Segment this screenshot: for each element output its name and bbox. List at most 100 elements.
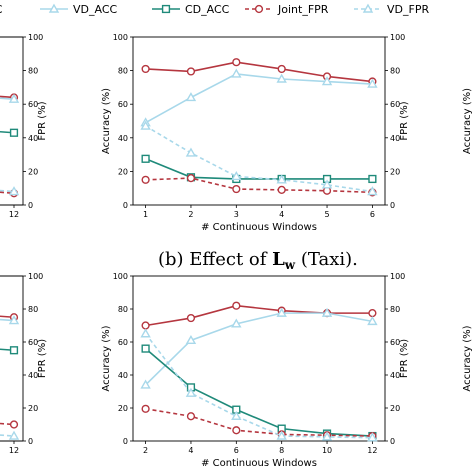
series-line-joint-fpr xyxy=(0,191,15,195)
legend-label: CD_ACC xyxy=(185,3,230,16)
y2-tick-label: 80 xyxy=(28,305,38,314)
y2-axis-label: FPR (%) xyxy=(37,339,48,378)
y-tick-label: 20 xyxy=(118,404,128,413)
data-point-joint-acc xyxy=(186,67,196,76)
y-tick-label: 40 xyxy=(118,134,128,143)
data-point-joint-fpr xyxy=(277,185,286,194)
data-point-joint-fpr xyxy=(186,174,196,183)
data-point-vd-fpr xyxy=(321,431,333,441)
y2-tick-label: 60 xyxy=(28,100,38,109)
data-point-vd-acc xyxy=(231,318,242,328)
legend-marker xyxy=(362,3,374,13)
y2-tick-label: 20 xyxy=(28,167,38,176)
y-tick-label: 80 xyxy=(118,305,128,314)
data-point-vd-fpr xyxy=(367,432,378,442)
y-tick-label: 100 xyxy=(113,33,128,42)
legend-label: VD_ACC xyxy=(73,3,118,16)
data-point-vd-acc xyxy=(8,315,20,325)
y2-axis-label: FPR (%) xyxy=(399,101,410,140)
legend-item-joint-acc: nt_ACC xyxy=(0,3,3,16)
data-point-vd-acc xyxy=(321,76,333,86)
series-line-vd-acc xyxy=(145,312,373,386)
series-line-vd-fpr xyxy=(0,189,15,193)
chart-panel-second: 0 0 20 20 40 40 60 60 80 80 100 100 2 4 6 8 10 12 # Contin… xyxy=(101,272,410,469)
data-point-joint-fpr xyxy=(232,426,241,435)
x-tick-label: 12 xyxy=(367,446,377,455)
series-line-joint-fpr xyxy=(145,408,373,437)
data-point-vd-acc xyxy=(321,307,333,317)
data-point-vd-fpr xyxy=(367,186,378,196)
data-point-joint-fpr xyxy=(232,184,241,194)
x-tick-label: 5 xyxy=(324,210,329,219)
legend-label: VD_FPR xyxy=(387,3,429,16)
y2-axis-label: FPR (%) xyxy=(399,339,410,378)
data-point-vd-fpr xyxy=(276,174,287,184)
y-axis-label: Accuracy (%) xyxy=(462,88,473,154)
data-point-vd-acc xyxy=(185,334,197,345)
y2-tick-label: 20 xyxy=(28,404,38,413)
x-tick-label: 2 xyxy=(188,210,193,219)
y2-tick-label: 0 xyxy=(390,437,395,446)
y2-tick-label: 60 xyxy=(390,100,400,109)
y2-tick-label: 80 xyxy=(28,67,38,76)
data-point-vd-acc xyxy=(8,93,20,103)
y-tick-label: 80 xyxy=(118,67,128,76)
y2-axis-label: FPR (%) xyxy=(37,101,48,140)
series-line-joint-acc xyxy=(145,304,373,327)
partial-panel-right-1: Accuracy (%) xyxy=(462,325,473,391)
series-line-cd-acc xyxy=(145,158,373,180)
data-point-joint-acc xyxy=(368,309,377,318)
data-point-vd-fpr xyxy=(276,430,287,440)
legend-item-vd-fpr: VD_FPR xyxy=(354,3,429,16)
data-point-joint-acc xyxy=(186,313,196,323)
x-tick-label: 8 xyxy=(279,446,284,455)
plot-frame xyxy=(132,275,386,442)
x-tick-label: 6 xyxy=(234,446,239,455)
x-tick-label: 4 xyxy=(279,210,284,219)
partial-panel-left-bottom: 0 20 40 60 80 100 12 FPR (%) xyxy=(0,272,48,455)
caption-text: (b) Effect of Lw (Taxi). xyxy=(158,249,358,272)
data-point-cd-acc xyxy=(9,346,19,355)
data-point-joint-acc xyxy=(277,64,286,74)
x-tick-label: 1 xyxy=(143,210,148,219)
y2-tick-label: 100 xyxy=(28,272,43,281)
partial-panel-right-0: Accuracy (%) xyxy=(462,88,473,154)
data-point-joint-fpr xyxy=(141,175,150,184)
data-point-vd-acc xyxy=(185,92,197,102)
x-tick-label: 12 xyxy=(9,446,19,455)
data-point-vd-acc xyxy=(276,73,287,83)
legend-label: nt_ACC xyxy=(0,3,3,16)
data-point-joint-acc xyxy=(141,64,150,74)
data-point-cd-acc xyxy=(9,128,19,137)
data-point-vd-fpr xyxy=(185,147,197,157)
data-point-vd-fpr xyxy=(8,186,20,196)
y-tick-label: 20 xyxy=(118,167,128,176)
data-point-vd-fpr xyxy=(140,120,151,130)
y-tick-label: 40 xyxy=(118,371,128,380)
y2-tick-label: 40 xyxy=(28,371,38,380)
data-point-joint-fpr xyxy=(141,404,150,413)
legend: nt_ACC VD_ACC CD_ACC Joint_FPR VD_FPR xyxy=(0,3,429,16)
y2-tick-label: 100 xyxy=(390,33,405,42)
data-point-joint-fpr xyxy=(9,420,19,429)
series-line-joint-fpr xyxy=(0,422,15,426)
y2-tick-label: 0 xyxy=(28,437,33,446)
data-point-joint-fpr xyxy=(186,412,196,421)
data-point-cd-acc xyxy=(141,344,150,353)
series-line-vd-fpr xyxy=(144,333,373,439)
chart-panel-taxi: 0 0 20 20 40 40 60 60 80 80 100 100 1 2 3 4 5 6 # Continuo… xyxy=(101,33,410,233)
y-tick-label: 60 xyxy=(118,338,128,347)
data-point-vd-acc xyxy=(367,78,378,88)
y2-tick-label: 60 xyxy=(28,338,38,347)
y-axis-label: Accuracy (%) xyxy=(101,88,112,154)
legend-marker xyxy=(254,4,264,14)
data-point-joint-acc xyxy=(232,58,241,67)
y2-tick-label: 20 xyxy=(390,404,400,413)
series-line-vd-acc xyxy=(145,73,373,124)
data-point-joint-acc xyxy=(141,321,150,330)
x-tick-label: 10 xyxy=(322,446,332,455)
y-tick-label: 0 xyxy=(123,437,128,446)
x-axis-label: # Continuous Windows xyxy=(201,458,317,469)
y2-tick-label: 40 xyxy=(28,134,38,143)
